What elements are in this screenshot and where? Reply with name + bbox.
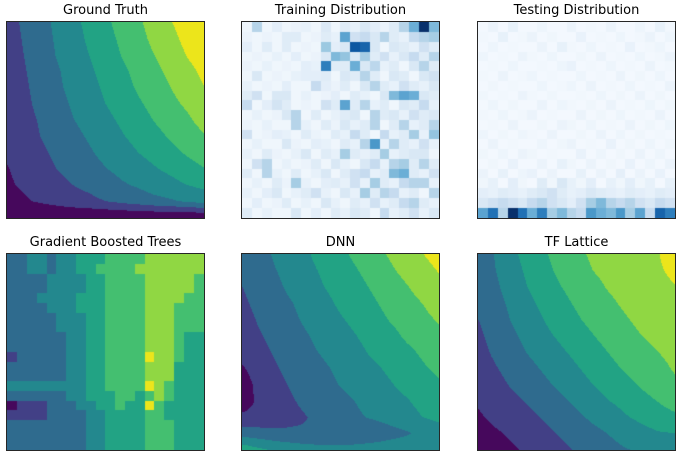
dnn-contour-plot — [241, 253, 440, 451]
panel-title-ground-truth: Ground Truth — [63, 3, 148, 18]
gradient-boosted-trees-contour-plot — [6, 253, 205, 451]
panel-ground-truth: Ground Truth — [6, 3, 205, 219]
panel-dnn: DNN — [241, 235, 440, 451]
panel-title-training-distribution: Training Distribution — [274, 3, 407, 18]
panel-gradient-boosted-trees: Gradient Boosted Trees — [6, 235, 205, 451]
panel-training-distribution: Training Distribution — [241, 3, 440, 219]
panel-title-testing-distribution: Testing Distribution — [513, 3, 640, 18]
testing-distribution-heatmap — [477, 21, 676, 219]
training-distribution-heatmap — [241, 21, 440, 219]
panel-title-dnn: DNN — [325, 235, 356, 250]
panel-testing-distribution: Testing Distribution — [477, 3, 676, 219]
tf-lattice-contour-plot — [477, 253, 676, 451]
panel-title-tf-lattice: TF Lattice — [544, 235, 609, 250]
ground-truth-contour-plot — [6, 21, 205, 219]
panel-tf-lattice: TF Lattice — [477, 235, 676, 451]
panel-title-gradient-boosted-trees: Gradient Boosted Trees — [29, 235, 182, 250]
